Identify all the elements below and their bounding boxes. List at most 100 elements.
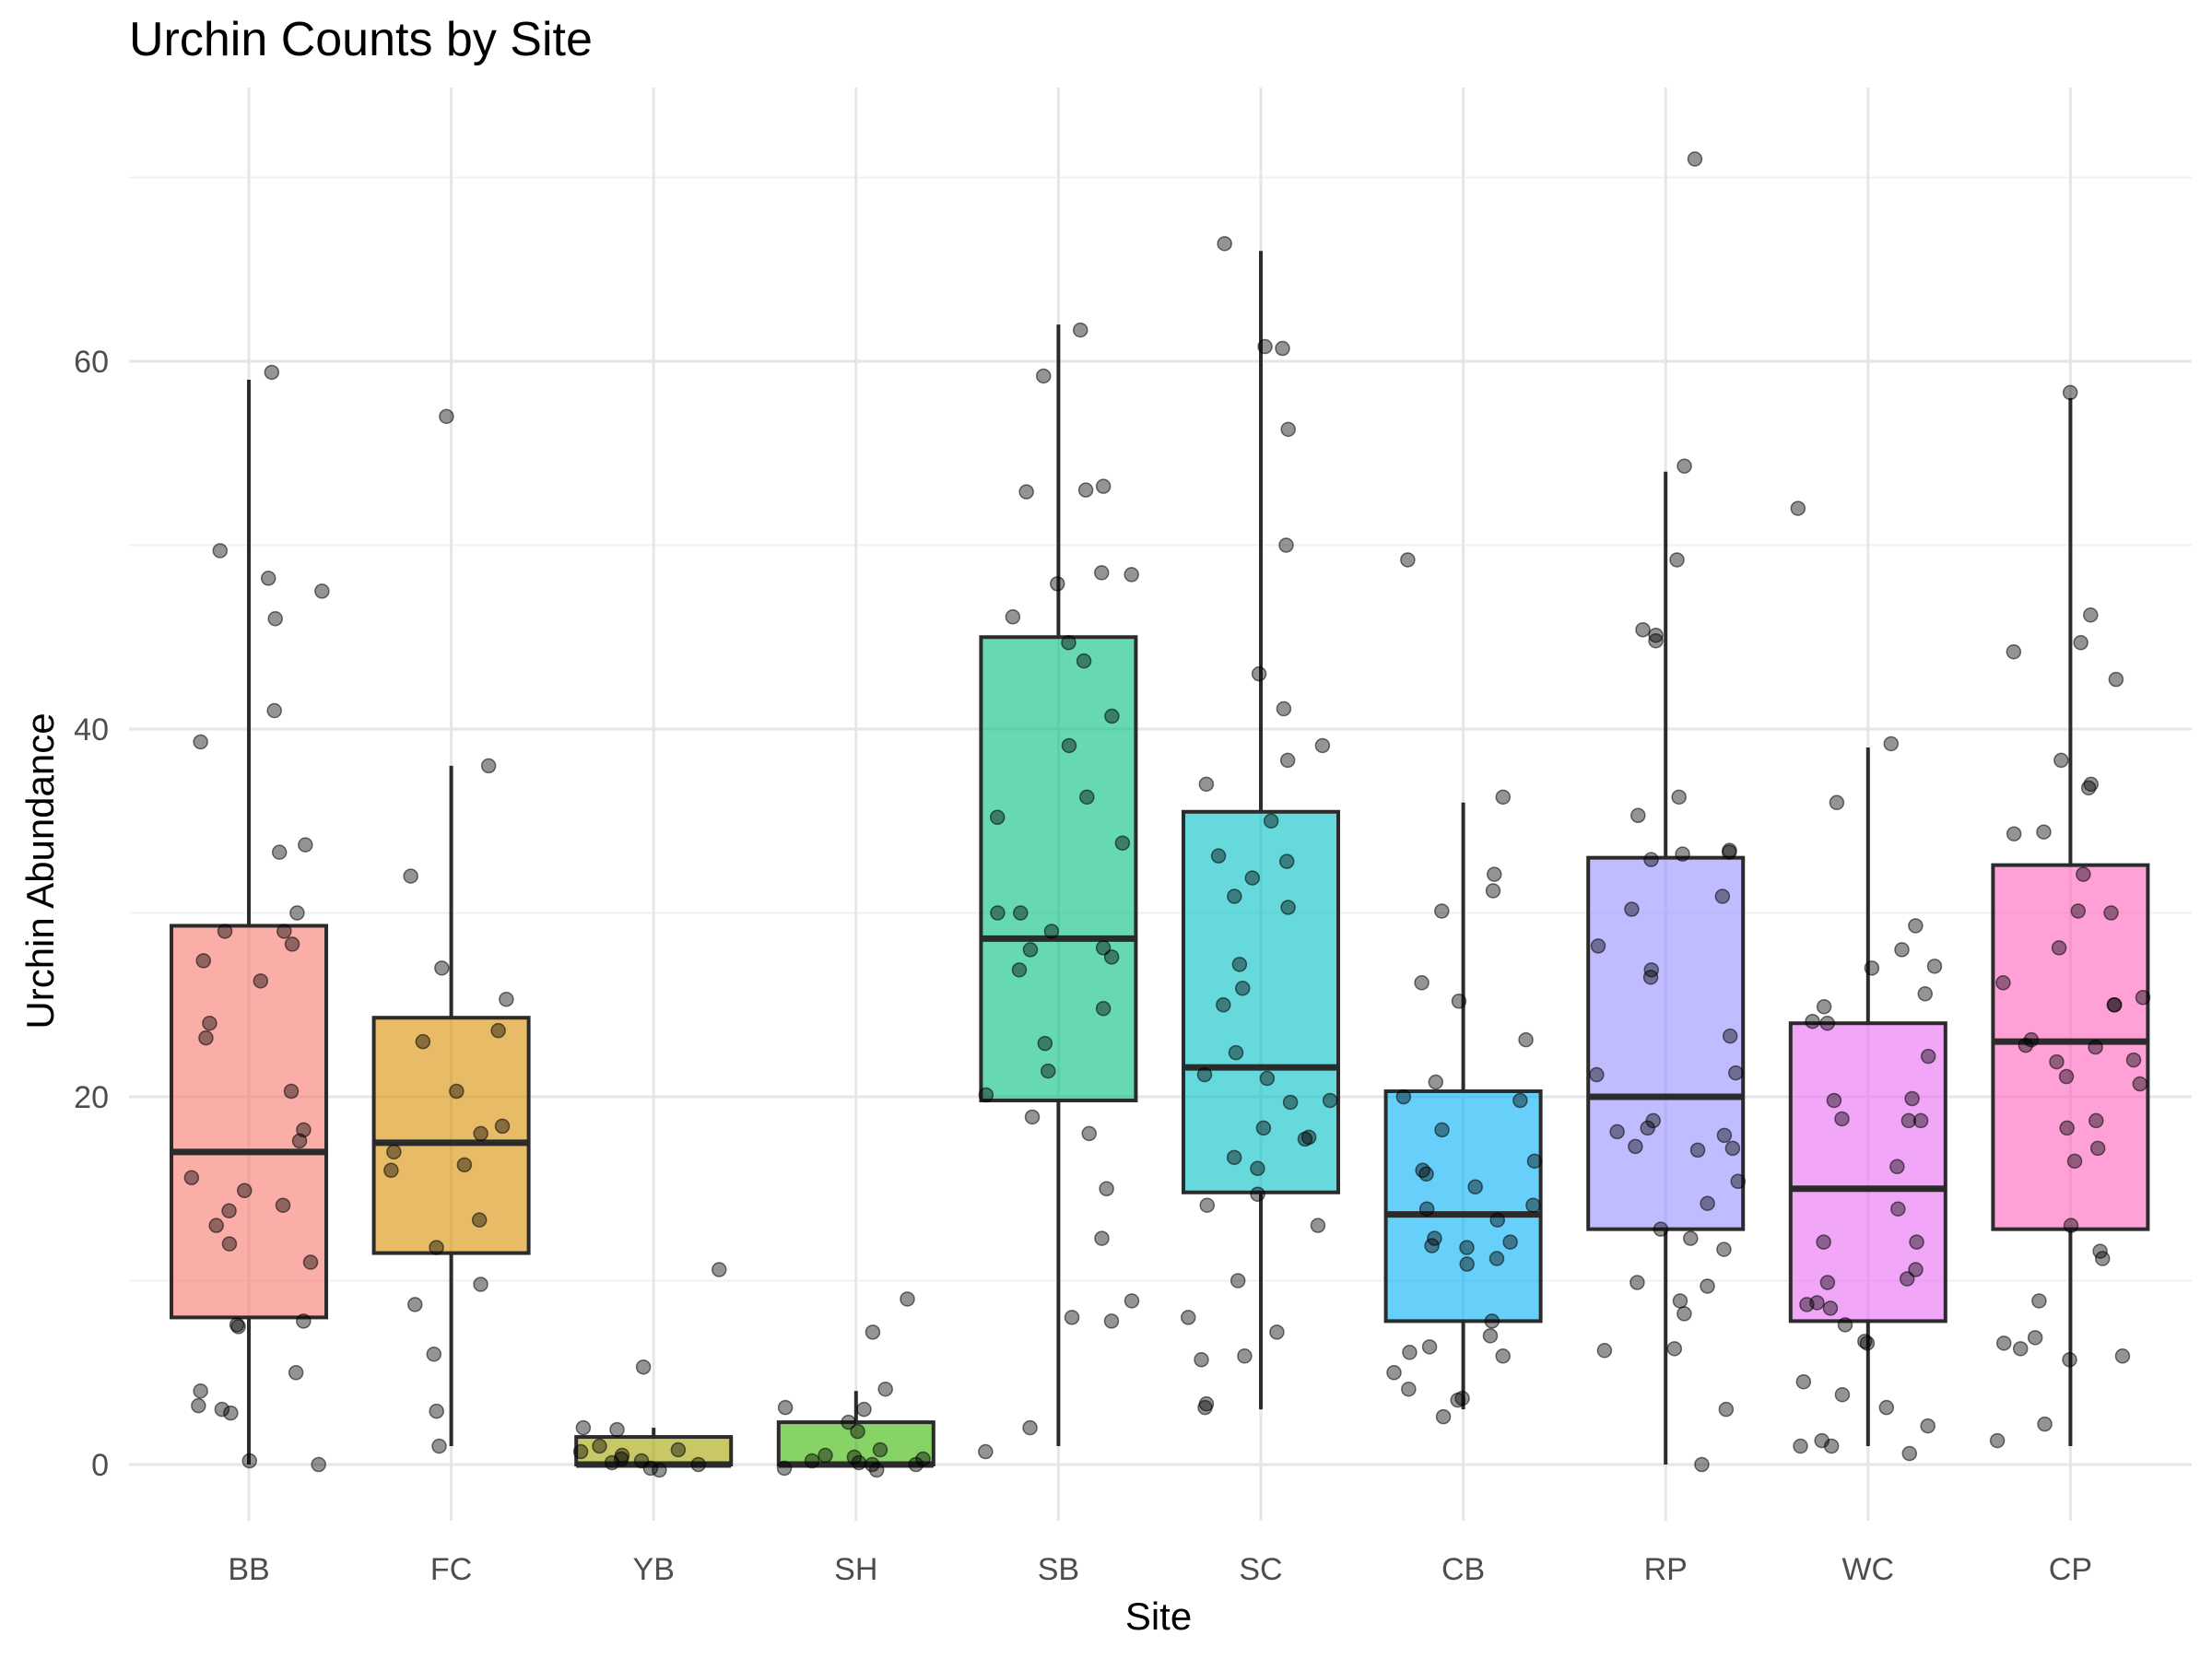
data-point bbox=[1826, 1092, 1842, 1109]
data-point bbox=[1700, 1278, 1715, 1294]
data-point bbox=[1495, 789, 1512, 806]
data-point bbox=[1677, 458, 1692, 474]
data-point bbox=[1489, 1212, 1505, 1228]
data-point bbox=[613, 1451, 629, 1467]
point-layer bbox=[183, 151, 2151, 1478]
data-point bbox=[1687, 151, 1703, 167]
data-point bbox=[1275, 340, 1290, 357]
data-point bbox=[1609, 1124, 1625, 1140]
x-tick-label: BB bbox=[228, 1552, 269, 1587]
data-point bbox=[1908, 918, 1924, 934]
data-point bbox=[1451, 994, 1467, 1009]
data-point bbox=[291, 1133, 308, 1149]
data-point bbox=[990, 905, 1006, 921]
data-point bbox=[1124, 1293, 1140, 1309]
data-point bbox=[1834, 1111, 1850, 1127]
data-point bbox=[473, 1277, 488, 1292]
data-point bbox=[1043, 924, 1060, 939]
data-point bbox=[1197, 1399, 1213, 1416]
data-point bbox=[198, 1030, 214, 1046]
data-point bbox=[429, 1240, 444, 1255]
data-point bbox=[1819, 1275, 1836, 1290]
data-point bbox=[2076, 866, 2091, 882]
data-point bbox=[434, 960, 450, 976]
data-point bbox=[403, 868, 418, 884]
data-point bbox=[1495, 1348, 1511, 1364]
data-point bbox=[1718, 1401, 1735, 1418]
data-point bbox=[1050, 576, 1065, 592]
data-point bbox=[1730, 1173, 1746, 1190]
data-point bbox=[1917, 986, 1934, 1002]
data-point bbox=[1900, 1112, 1917, 1129]
data-point bbox=[1077, 482, 1094, 498]
data-point bbox=[1899, 1271, 1915, 1287]
box-cp bbox=[1991, 863, 2150, 1231]
data-point bbox=[1094, 1230, 1110, 1246]
chart-title: Urchin Counts by Site bbox=[129, 13, 593, 66]
data-point bbox=[1694, 1456, 1710, 1473]
data-point bbox=[1485, 883, 1501, 899]
data-point bbox=[1799, 1297, 1815, 1312]
box-fc bbox=[371, 1016, 531, 1255]
data-point bbox=[1666, 1341, 1683, 1357]
data-point bbox=[1124, 567, 1139, 582]
data-point bbox=[298, 837, 313, 853]
data-point bbox=[2018, 1037, 2034, 1053]
data-point bbox=[2006, 826, 2022, 841]
data-point bbox=[1512, 1092, 1528, 1109]
data-point bbox=[1310, 1218, 1326, 1233]
data-point bbox=[1259, 1070, 1276, 1087]
data-point bbox=[1093, 565, 1110, 581]
data-point bbox=[1244, 870, 1261, 886]
data-point bbox=[2006, 643, 2022, 660]
data-point bbox=[2135, 990, 2151, 1006]
data-point bbox=[275, 1197, 291, 1213]
data-point bbox=[1700, 1195, 1715, 1211]
data-point bbox=[223, 1405, 239, 1421]
data-point bbox=[1642, 970, 1659, 985]
data-point bbox=[2059, 1120, 2075, 1136]
data-point bbox=[449, 1083, 465, 1100]
data-point bbox=[1894, 942, 1910, 958]
data-point bbox=[1590, 938, 1606, 954]
data-point bbox=[1518, 1031, 1534, 1048]
data-point bbox=[1864, 960, 1880, 976]
data-point bbox=[1669, 552, 1685, 568]
data-point bbox=[978, 1087, 994, 1103]
data-point bbox=[1675, 846, 1690, 862]
data-point bbox=[856, 1401, 872, 1418]
data-point bbox=[1282, 1094, 1299, 1111]
data-point bbox=[494, 1118, 511, 1135]
data-point bbox=[1279, 752, 1296, 769]
data-point bbox=[1216, 997, 1231, 1013]
data-point bbox=[1883, 735, 1900, 752]
data-point bbox=[1716, 1241, 1732, 1257]
data-point bbox=[283, 1083, 300, 1100]
data-point bbox=[276, 924, 292, 939]
data-point bbox=[426, 1347, 442, 1362]
x-tick-label: SB bbox=[1038, 1552, 1079, 1587]
x-tick-label: CP bbox=[2049, 1552, 2092, 1587]
data-point bbox=[670, 1441, 687, 1458]
data-point bbox=[415, 1033, 431, 1050]
data-point bbox=[1418, 1166, 1434, 1182]
data-point bbox=[1834, 1386, 1851, 1403]
data-point bbox=[1793, 1438, 1808, 1454]
data-point bbox=[1022, 1419, 1038, 1436]
data-point bbox=[253, 973, 269, 989]
box-sh bbox=[776, 1420, 935, 1466]
data-point bbox=[456, 1157, 473, 1173]
data-point bbox=[1076, 653, 1092, 669]
data-point bbox=[1386, 1365, 1402, 1381]
data-point bbox=[1630, 1275, 1645, 1290]
data-point bbox=[1926, 959, 1943, 974]
data-point bbox=[208, 1218, 224, 1233]
data-point bbox=[1250, 1160, 1265, 1177]
data-point bbox=[1018, 484, 1034, 500]
data-point bbox=[473, 1125, 488, 1142]
data-point bbox=[1099, 1181, 1114, 1196]
data-point bbox=[1040, 1063, 1056, 1079]
data-point bbox=[2023, 1031, 2040, 1048]
data-point bbox=[1198, 776, 1215, 793]
data-point bbox=[851, 1454, 867, 1471]
